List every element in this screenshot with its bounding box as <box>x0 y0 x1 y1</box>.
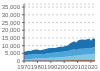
svg-text:15,000: 15,000 <box>8 35 21 41</box>
svg-text:1990: 1990 <box>44 64 58 70</box>
svg-text:35,000: 35,000 <box>8 4 21 10</box>
svg-text:0: 0 <box>17 58 21 64</box>
svg-text:1980: 1980 <box>31 64 45 70</box>
svg-text:2020: 2020 <box>84 64 92 70</box>
svg-text:1970: 1970 <box>17 64 31 70</box>
svg-text:2000: 2000 <box>58 64 72 70</box>
svg-text:30,000: 30,000 <box>8 12 21 18</box>
svg-text:20,000: 20,000 <box>8 27 21 33</box>
svg-text:25,000: 25,000 <box>8 20 21 26</box>
svg-text:5,000: 5,000 <box>8 50 21 56</box>
svg-text:2010: 2010 <box>71 64 85 70</box>
svg-text:10,000: 10,000 <box>8 43 21 49</box>
